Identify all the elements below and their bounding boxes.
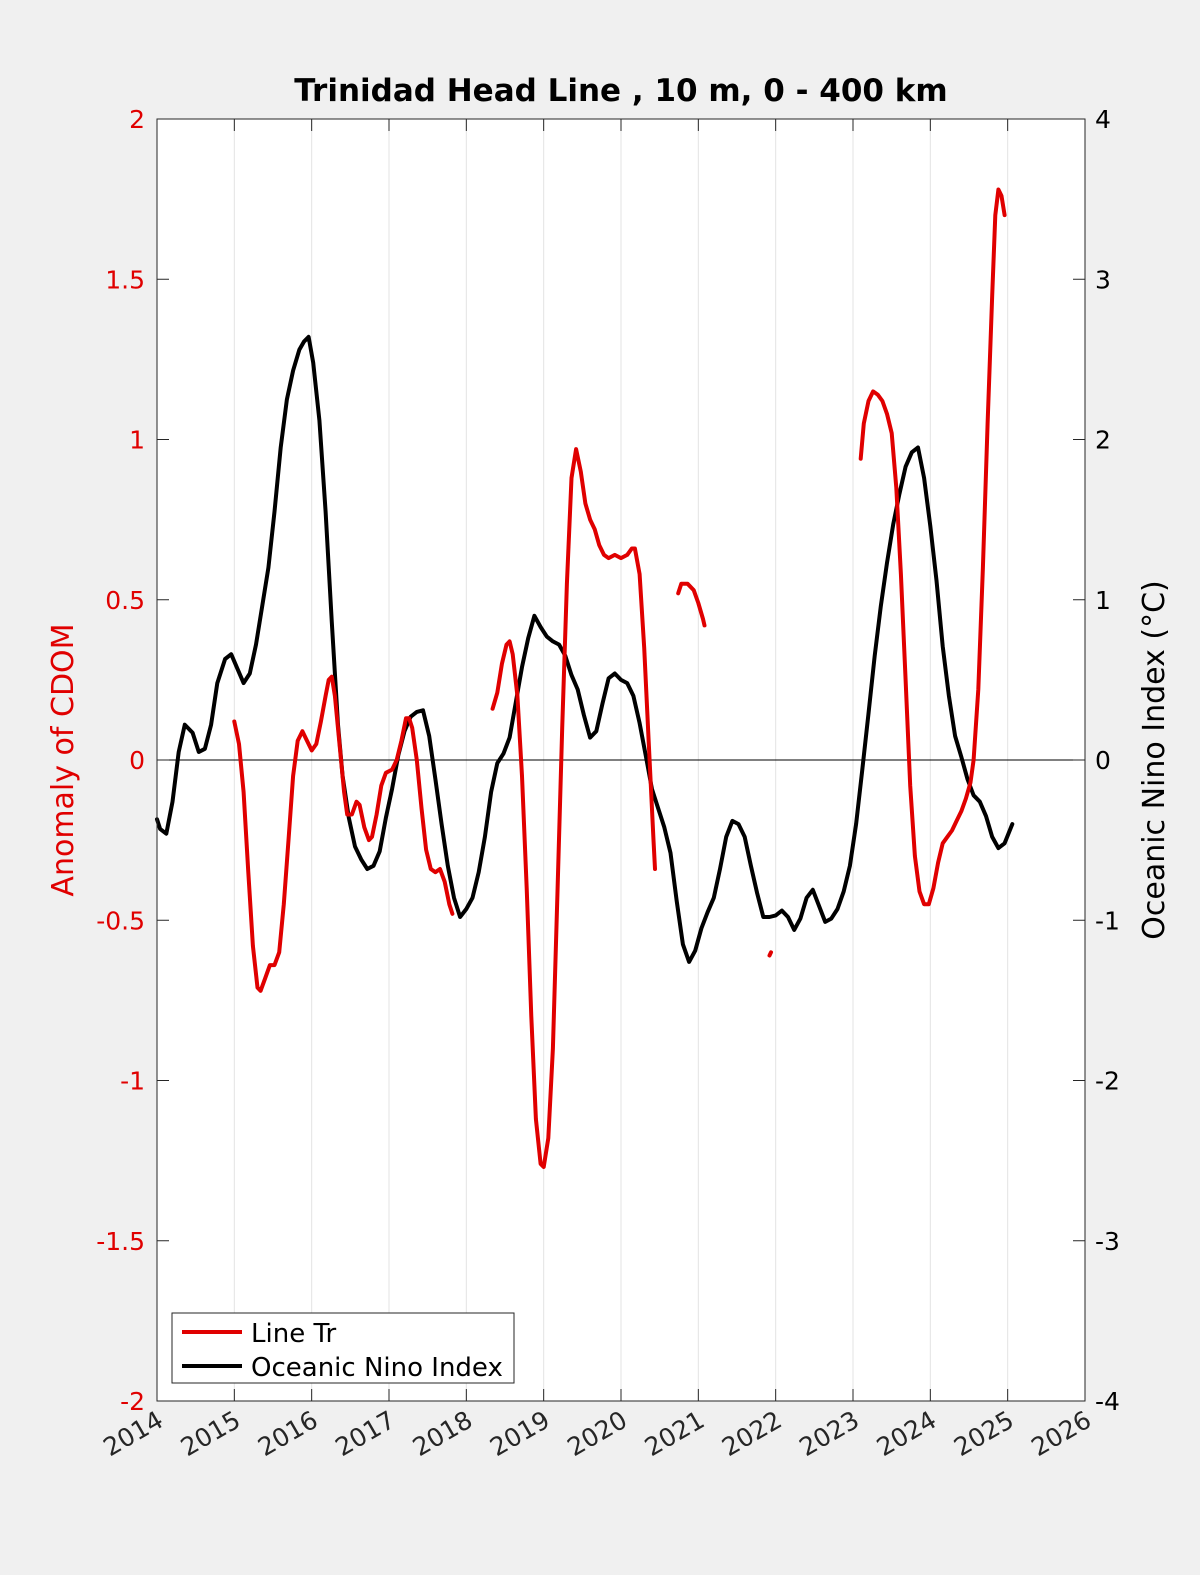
series-line-tr xyxy=(858,187,1007,907)
right-tick-label: 0 xyxy=(1095,746,1111,775)
series-layer xyxy=(155,187,1015,1169)
right-axis-ticks: -4 -3 -2 -1 0 1 2 3 4 xyxy=(1073,105,1120,1416)
left-tick-label: 0.5 xyxy=(105,586,145,615)
left-tick-label: -1 xyxy=(120,1067,145,1096)
left-tick-label: 1 xyxy=(129,426,145,455)
chart-title: Trinidad Head Line , 10 m, 0 - 400 km xyxy=(294,73,947,109)
left-tick-label: -2 xyxy=(120,1387,145,1416)
series-line-tr xyxy=(232,674,455,993)
right-tick-label: -2 xyxy=(1095,1067,1120,1096)
left-tick-label: 2 xyxy=(129,105,145,134)
left-tick-label: -0.5 xyxy=(96,906,145,935)
legend: Line Tr Oceanic Nino Index xyxy=(171,1312,515,1384)
left-axis-ticks: -2 -1.5 -1 -0.5 0 0.5 1 1.5 2 xyxy=(96,105,169,1416)
series-line-tr xyxy=(490,447,657,1169)
left-axis-label: Anomaly of CDOM xyxy=(46,623,81,896)
legend-box xyxy=(171,1312,515,1384)
legend-label-line-tr: Line Tr xyxy=(251,1319,337,1349)
series-line-tr xyxy=(676,581,707,628)
right-tick-label: -3 xyxy=(1095,1227,1120,1256)
right-tick-label: -4 xyxy=(1095,1387,1120,1416)
series-line-tr xyxy=(767,950,773,958)
legend-label-oni: Oceanic Nino Index xyxy=(251,1353,503,1383)
right-tick-label: 3 xyxy=(1095,265,1111,294)
left-tick-label: 1.5 xyxy=(105,265,145,294)
left-tick-label: 0 xyxy=(129,746,145,775)
right-tick-label: -1 xyxy=(1095,906,1120,935)
right-tick-label: 4 xyxy=(1095,105,1111,134)
right-axis-label: Oceanic Nino Index (°C) xyxy=(1137,580,1172,940)
left-tick-label: -1.5 xyxy=(96,1227,145,1256)
series-oceanic-nino-index xyxy=(155,334,1015,964)
right-tick-label: 2 xyxy=(1095,426,1111,455)
right-tick-label: 1 xyxy=(1095,586,1111,615)
